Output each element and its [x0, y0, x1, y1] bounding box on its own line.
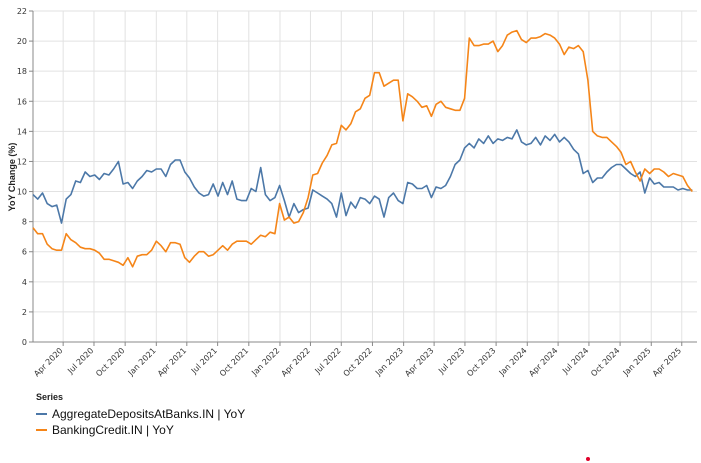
legend: Series AggregateDepositsAtBanks.IN | YoY…	[36, 392, 245, 438]
x-tick-label: Apr 2020	[32, 346, 64, 378]
marker-dot	[586, 457, 590, 461]
x-tick-label: Oct 2024	[589, 346, 621, 378]
x-tick-label: Oct 2022	[342, 346, 374, 378]
y-tick-label: 14	[17, 127, 27, 136]
x-tick-label: Apr 2025	[651, 346, 683, 378]
legend-label-credit: BankingCredit.IN | YoY	[52, 423, 174, 437]
series-line-credit	[32, 29, 693, 268]
y-tick-label: 18	[17, 67, 27, 76]
x-tick-label: Apr 2024	[527, 346, 559, 378]
y-axis-title: YoY Change (%)	[7, 143, 17, 212]
x-tick-label: Apr 2023	[403, 346, 435, 378]
grid	[33, 10, 697, 343]
x-tick-label: Apr 2021	[156, 346, 188, 378]
y-tick-label: 0	[22, 338, 27, 347]
x-tick-label: Oct 2020	[94, 346, 126, 378]
x-tick-label: Jan 2023	[373, 346, 405, 378]
x-tick-label: Apr 2022	[280, 346, 312, 378]
x-tick-label: Jan 2024	[497, 346, 529, 378]
y-tick-label: 10	[17, 188, 27, 197]
x-tick-label: Jul 2024	[560, 346, 590, 376]
y-tick-label: 8	[22, 218, 27, 227]
legend-item-deposits: AggregateDepositsAtBanks.IN | YoY	[36, 406, 245, 422]
x-tick-label: Oct 2021	[218, 346, 250, 378]
y-tick-label: 22	[17, 7, 27, 16]
y-tick-label: 4	[22, 278, 27, 287]
x-tick-label: Jul 2022	[313, 346, 343, 376]
x-tick-label: Jul 2023	[436, 346, 466, 376]
x-tick-label: Jan 2021	[126, 346, 158, 378]
y-tick-label: 2	[22, 308, 27, 317]
x-tick-label: Jan 2025	[621, 346, 653, 378]
y-tick-label: 20	[17, 37, 27, 46]
series-line-deposits	[32, 129, 693, 224]
x-tick-label: Jan 2022	[249, 346, 281, 378]
series-lines	[32, 29, 693, 268]
legend-swatch-credit	[36, 429, 47, 431]
x-tick-label: Jul 2020	[65, 346, 95, 376]
legend-label-deposits: AggregateDepositsAtBanks.IN | YoY	[52, 407, 246, 421]
y-tick-label: 12	[17, 157, 27, 166]
legend-title: Series	[36, 392, 64, 402]
y-tick-label: 6	[22, 248, 27, 257]
x-tick-label: Jul 2021	[189, 346, 219, 376]
y-tick-label: 16	[17, 97, 27, 106]
legend-item-credit: BankingCredit.IN | YoY	[36, 422, 245, 438]
legend-swatch-deposits	[36, 413, 47, 415]
x-tick-label: Oct 2023	[465, 346, 497, 378]
